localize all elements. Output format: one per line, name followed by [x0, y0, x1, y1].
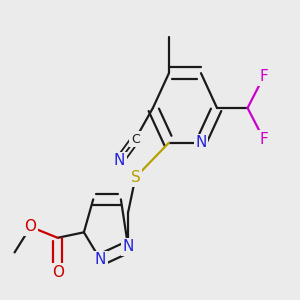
Text: S: S — [130, 170, 140, 185]
Text: F: F — [259, 131, 268, 146]
Text: O: O — [25, 219, 37, 234]
Text: N: N — [122, 239, 134, 254]
Text: C: C — [131, 133, 140, 146]
Text: F: F — [259, 69, 268, 84]
Text: N: N — [114, 154, 125, 169]
Text: O: O — [52, 265, 64, 280]
Text: N: N — [195, 135, 207, 150]
Text: N: N — [95, 252, 106, 267]
